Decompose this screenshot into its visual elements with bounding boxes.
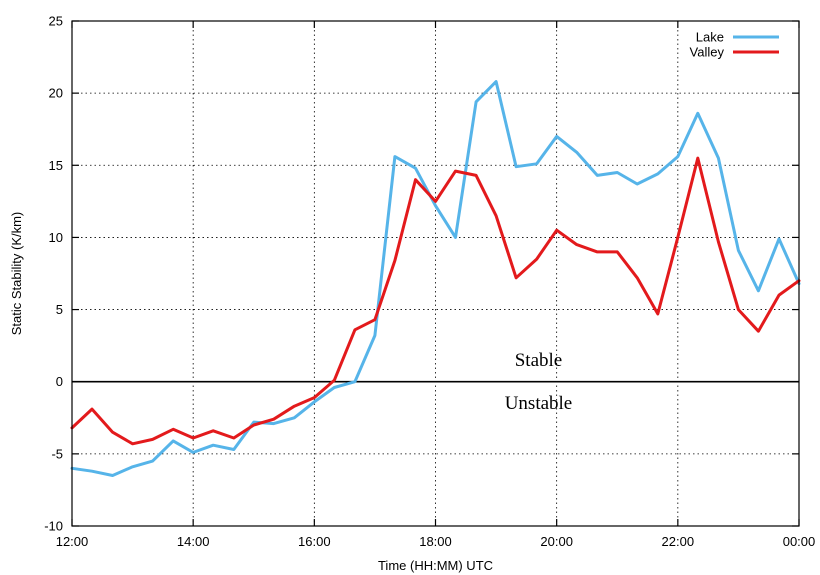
x-tick-label: 22:00 [662,534,695,549]
y-tick-label: 0 [56,374,63,389]
series-lines [70,80,801,477]
x-tick-label: 20:00 [540,534,573,549]
x-tick-label: 18:00 [419,534,452,549]
x-tick-label: 16:00 [298,534,331,549]
x-axis-title: Time (HH:MM) UTC [378,558,493,573]
x-tick-label: 00:00 [783,534,816,549]
axis-ticks: -10 -5 0 5 10 15 20 25 12:00 14:00 16:00 18:00 20:00… [44,14,815,550]
y-tick-label: 5 [56,302,63,317]
y-axis-title: Static Stability (K/km) [9,212,24,336]
grid-lines [72,21,799,526]
y-tick-label: -5 [51,446,63,461]
legend-label: Valley [690,45,725,60]
y-tick-label: 15 [49,158,63,173]
y-tick-label: 10 [49,230,63,245]
y-tick-label: -10 [44,519,63,534]
series-line-lake [70,80,801,477]
annotation-stable: Stable [515,350,563,371]
legend-label: Lake [696,30,724,45]
y-tick-label: 25 [49,14,63,29]
series-line-valley [70,156,801,446]
annotations: Stable Unstable [505,350,573,414]
x-tick-label: 14:00 [177,534,210,549]
x-tick-label: 12:00 [56,534,89,549]
y-tick-label: 20 [49,86,63,101]
annotation-unstable: Unstable [505,393,573,414]
